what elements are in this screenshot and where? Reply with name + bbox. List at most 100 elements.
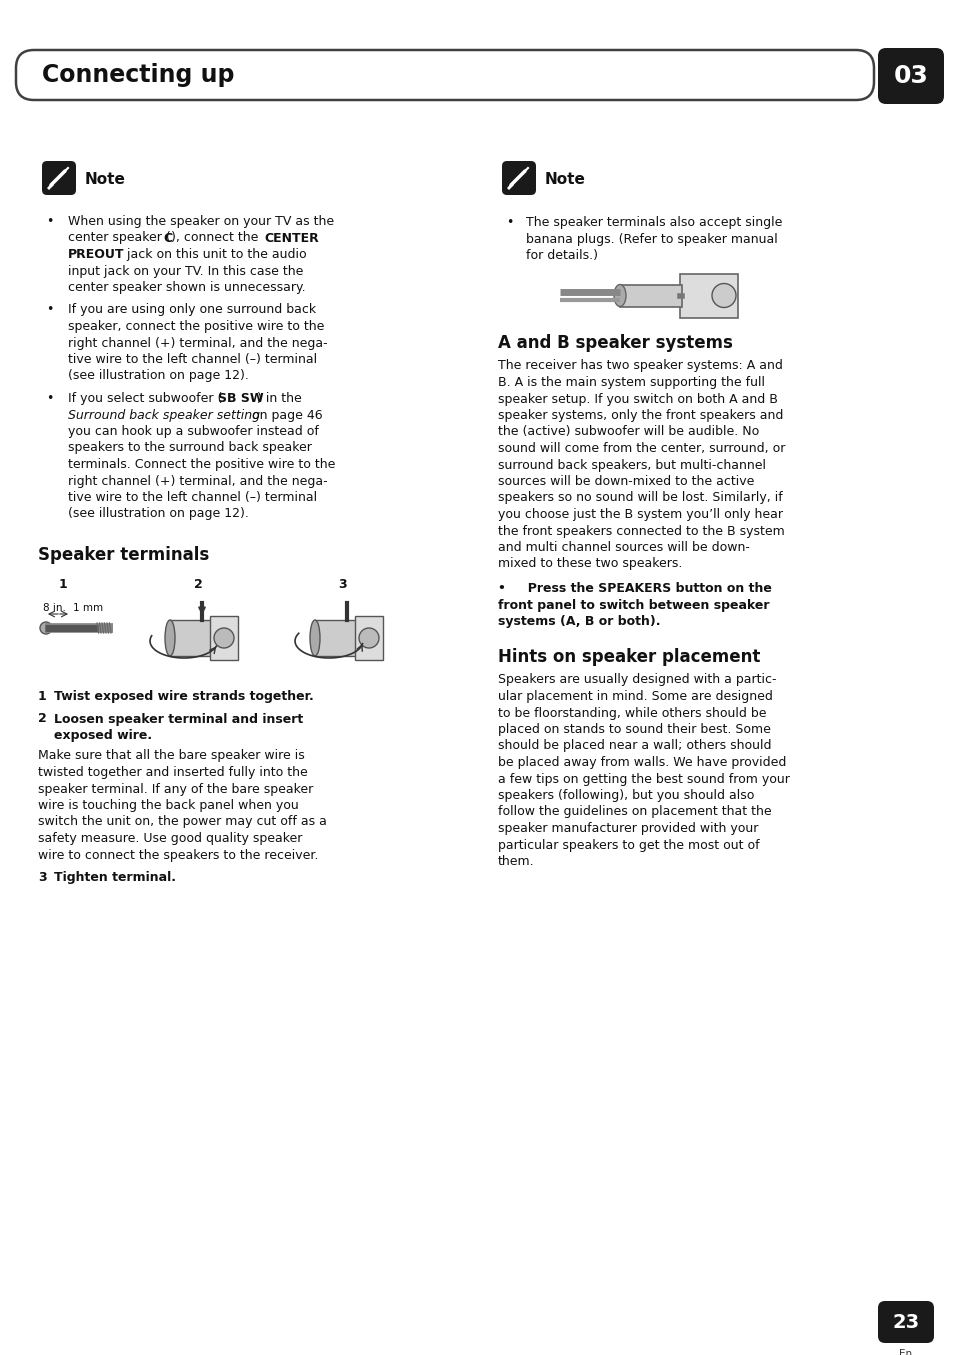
Text: 1 mm: 1 mm xyxy=(73,603,103,612)
Text: 1: 1 xyxy=(58,579,68,591)
Text: Make sure that all the bare speaker wire is: Make sure that all the bare speaker wire… xyxy=(38,749,304,763)
Text: mixed to these two speakers.: mixed to these two speakers. xyxy=(497,557,681,570)
Circle shape xyxy=(358,627,378,648)
Text: (see illustration on page 12).: (see illustration on page 12). xyxy=(68,370,249,382)
Text: jack on this unit to the audio: jack on this unit to the audio xyxy=(123,248,306,262)
Text: input jack on your TV. In this case the: input jack on your TV. In this case the xyxy=(68,264,303,278)
Text: center speaker shown is unnecessary.: center speaker shown is unnecessary. xyxy=(68,280,305,294)
Text: Note: Note xyxy=(85,172,126,187)
Text: the front speakers connected to the B system: the front speakers connected to the B sy… xyxy=(497,524,784,538)
Text: them.: them. xyxy=(497,855,534,869)
Text: speaker manufacturer provided with your: speaker manufacturer provided with your xyxy=(497,822,758,835)
Text: Tighten terminal.: Tighten terminal. xyxy=(54,871,175,883)
Text: placed on stands to sound their best. Some: placed on stands to sound their best. So… xyxy=(497,724,770,736)
FancyBboxPatch shape xyxy=(877,47,943,104)
Text: switch the unit on, the power may cut off as a: switch the unit on, the power may cut of… xyxy=(38,816,327,828)
Text: speaker terminal. If any of the bare speaker: speaker terminal. If any of the bare spe… xyxy=(38,782,313,795)
Text: Surround back speaker setting: Surround back speaker setting xyxy=(68,408,260,421)
Text: systems (A, B or both).: systems (A, B or both). xyxy=(497,615,659,627)
Bar xyxy=(314,621,371,656)
Text: a few tips on getting the best sound from your: a few tips on getting the best sound fro… xyxy=(497,772,789,786)
Text: safety measure. Use good quality speaker: safety measure. Use good quality speaker xyxy=(38,832,302,846)
Text: speaker systems, only the front speakers and: speaker systems, only the front speakers… xyxy=(497,409,782,421)
Text: sources will be down-mixed to the active: sources will be down-mixed to the active xyxy=(497,476,754,488)
Text: •: • xyxy=(46,304,53,317)
Ellipse shape xyxy=(165,621,174,656)
Ellipse shape xyxy=(310,621,319,656)
FancyBboxPatch shape xyxy=(877,1301,933,1343)
Text: right channel (+) terminal, and the nega-: right channel (+) terminal, and the nega… xyxy=(68,336,327,350)
Bar xyxy=(619,285,681,306)
Bar xyxy=(210,617,237,660)
Text: Connecting up: Connecting up xyxy=(42,62,234,87)
Text: be placed away from walls. We have provided: be placed away from walls. We have provi… xyxy=(497,756,785,770)
Text: particular speakers to get the most out of: particular speakers to get the most out … xyxy=(497,839,759,851)
Text: should be placed near a wall; others should: should be placed near a wall; others sho… xyxy=(497,740,771,752)
Bar xyxy=(679,274,738,317)
Text: speakers so no sound will be lost. Similarly, if: speakers so no sound will be lost. Simil… xyxy=(497,492,781,504)
Text: •: • xyxy=(46,215,53,228)
Text: follow the guidelines on placement that the: follow the guidelines on placement that … xyxy=(497,805,771,818)
Text: to be floorstanding, while others should be: to be floorstanding, while others should… xyxy=(497,706,765,720)
Text: exposed wire.: exposed wire. xyxy=(54,729,152,743)
Text: ), connect the: ), connect the xyxy=(171,232,262,244)
Text: A and B speaker systems: A and B speaker systems xyxy=(497,333,732,351)
Text: Note: Note xyxy=(544,172,585,187)
Text: 3: 3 xyxy=(338,579,347,591)
Text: 1: 1 xyxy=(38,690,47,703)
Text: wire to connect the speakers to the receiver.: wire to connect the speakers to the rece… xyxy=(38,848,318,862)
Text: right channel (+) terminal, and the nega-: right channel (+) terminal, and the nega… xyxy=(68,474,327,488)
Text: tive wire to the left channel (–) terminal: tive wire to the left channel (–) termin… xyxy=(68,491,316,504)
Text: ) in the: ) in the xyxy=(256,392,301,405)
Text: you choose just the B system you’ll only hear: you choose just the B system you’ll only… xyxy=(497,508,782,522)
Text: Hints on speaker placement: Hints on speaker placement xyxy=(497,648,760,665)
Text: you can hook up a subwoofer instead of: you can hook up a subwoofer instead of xyxy=(68,425,318,438)
Bar xyxy=(355,617,382,660)
Text: 23: 23 xyxy=(891,1313,919,1332)
Text: terminals. Connect the positive wire to the: terminals. Connect the positive wire to … xyxy=(68,458,335,472)
Text: surround back speakers, but multi-channel: surround back speakers, but multi-channe… xyxy=(497,458,765,472)
Text: Loosen speaker terminal and insert: Loosen speaker terminal and insert xyxy=(54,713,303,725)
Text: 03: 03 xyxy=(893,64,927,88)
Text: and multi channel sources will be down-: and multi channel sources will be down- xyxy=(497,541,749,554)
Text: front panel to switch between speaker: front panel to switch between speaker xyxy=(497,599,769,611)
Text: When using the speaker on your TV as the: When using the speaker on your TV as the xyxy=(68,215,334,228)
Text: speaker, connect the positive wire to the: speaker, connect the positive wire to th… xyxy=(68,320,324,333)
Circle shape xyxy=(711,283,735,308)
Text: If you select subwoofer (: If you select subwoofer ( xyxy=(68,392,222,405)
Text: Speaker terminals: Speaker terminals xyxy=(38,546,209,564)
Bar xyxy=(170,621,226,656)
Text: •     Press the SPEAKERS button on the: • Press the SPEAKERS button on the xyxy=(497,583,771,595)
Text: If you are using only one surround back: If you are using only one surround back xyxy=(68,304,315,317)
FancyBboxPatch shape xyxy=(16,50,873,100)
Text: for details.): for details.) xyxy=(525,249,598,262)
Circle shape xyxy=(40,622,52,634)
Text: (see illustration on page 12).: (see illustration on page 12). xyxy=(68,508,249,520)
Text: the (active) subwoofer will be audible. No: the (active) subwoofer will be audible. … xyxy=(497,425,759,439)
Text: C: C xyxy=(163,232,172,244)
Text: banana plugs. (Refer to speaker manual: banana plugs. (Refer to speaker manual xyxy=(525,233,777,245)
Text: The speaker terminals also accept single: The speaker terminals also accept single xyxy=(525,215,781,229)
Text: 8 in.: 8 in. xyxy=(43,603,66,612)
Circle shape xyxy=(213,627,233,648)
Ellipse shape xyxy=(614,285,625,306)
FancyBboxPatch shape xyxy=(42,161,76,195)
Text: on page 46: on page 46 xyxy=(248,408,322,421)
Text: Speakers are usually designed with a partic-: Speakers are usually designed with a par… xyxy=(497,673,776,687)
FancyBboxPatch shape xyxy=(501,161,536,195)
Text: 2: 2 xyxy=(38,713,47,725)
Text: PREOUT: PREOUT xyxy=(68,248,125,262)
Text: CENTER: CENTER xyxy=(264,232,318,244)
Text: speaker setup. If you switch on both A and B: speaker setup. If you switch on both A a… xyxy=(497,393,777,405)
Text: 2: 2 xyxy=(193,579,202,591)
Text: The receiver has two speaker systems: A and: The receiver has two speaker systems: A … xyxy=(497,359,782,373)
Text: SB SW: SB SW xyxy=(218,392,263,405)
Text: wire is touching the back panel when you: wire is touching the back panel when you xyxy=(38,799,298,812)
Text: speakers to the surround back speaker: speakers to the surround back speaker xyxy=(68,442,312,454)
Text: •: • xyxy=(46,392,53,405)
Text: •: • xyxy=(505,215,513,229)
Text: speakers (following), but you should also: speakers (following), but you should als… xyxy=(497,789,754,802)
Text: center speaker (: center speaker ( xyxy=(68,232,171,244)
Text: En: En xyxy=(899,1350,912,1355)
Text: B. A is the main system supporting the full: B. A is the main system supporting the f… xyxy=(497,375,764,389)
